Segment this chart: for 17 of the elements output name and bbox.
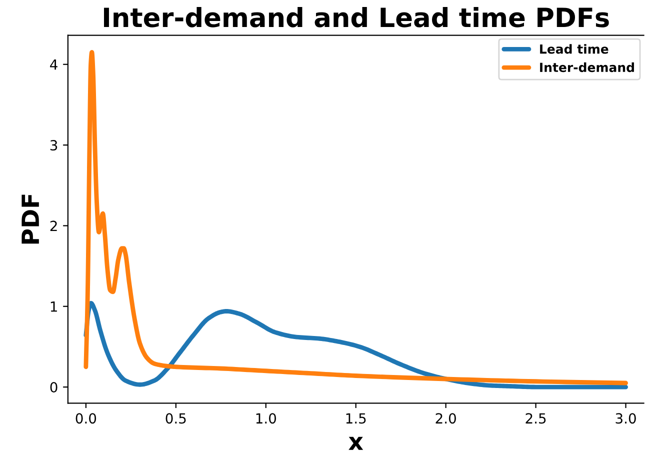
x-axis-title: x	[348, 436, 364, 450]
legend-label: Lead time	[540, 44, 608, 54]
x-tick-label: 1.0	[256, 413, 276, 424]
x-tick-label: 3.0	[616, 413, 636, 424]
legend-label: Inter-demand	[540, 62, 634, 72]
x-tick-label: 1.5	[346, 413, 366, 424]
y-axis-title: PDF	[22, 194, 39, 244]
y-tick-label: 3	[50, 140, 58, 151]
y-tick-label: 0	[50, 382, 58, 393]
x-tick-label: 2.5	[526, 413, 546, 424]
x-tick-label: 0.5	[166, 413, 186, 424]
y-tick-label: 2	[50, 220, 57, 231]
y-tick-label: 1	[50, 302, 57, 312]
x-tick-label: 0.0	[76, 413, 96, 424]
x-tick-label: 2.0	[436, 413, 456, 424]
chart-title: Inter-demand and Lead time PDFs	[104, 6, 609, 28]
y-tick-label: 4	[50, 60, 58, 70]
